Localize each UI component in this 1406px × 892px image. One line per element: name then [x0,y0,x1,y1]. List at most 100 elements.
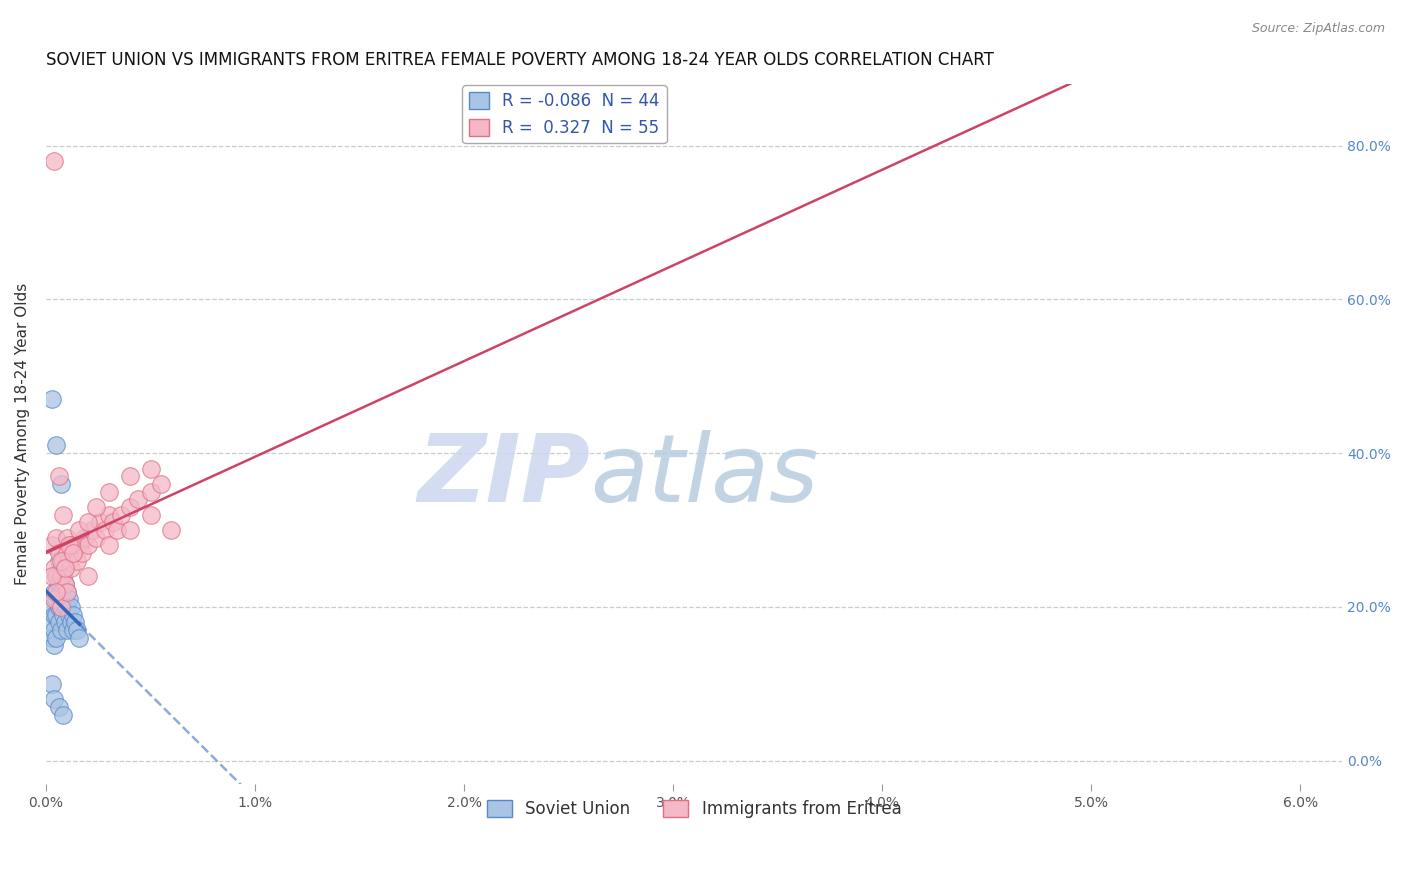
Point [45,584,67,599]
Text: Source: ZipAtlas.com: Source: ZipAtlas.com [1251,22,1385,36]
Point [60,561,83,575]
Point [41,677,63,691]
Point [60,615,83,630]
Text: SOVIET UNION VS IMMIGRANTS FROM ERITREA FEMALE POVERTY AMONG 18-24 YEAR OLDS COR: SOVIET UNION VS IMMIGRANTS FROM ERITREA … [46,51,994,69]
Point [41,392,63,407]
Point [67,538,90,552]
Point [44,584,66,599]
Point [66,554,89,568]
Point [41,631,63,645]
Point [62,607,84,622]
Point [101,516,124,530]
Point [52,508,75,522]
Point [48,546,70,560]
Point [53,561,76,575]
Point [41,615,63,630]
Point [48,699,70,714]
Point [53,577,76,591]
Point [56,599,79,614]
Point [41,569,63,583]
Point [48,599,70,614]
Point [118,523,141,537]
Point [72,531,94,545]
Point [49,569,72,583]
Legend: Soviet Union, Immigrants from Eritrea: Soviet Union, Immigrants from Eritrea [479,793,908,824]
Point [65,615,87,630]
Point [56,584,79,599]
Point [58,607,80,622]
Point [45,438,67,452]
Point [97,538,120,552]
Point [67,631,90,645]
Point [66,623,89,637]
Point [48,615,70,630]
Point [160,523,183,537]
Point [93,523,115,537]
Point [49,599,72,614]
Text: ZIP: ZIP [418,430,591,522]
Point [45,531,67,545]
Point [49,476,72,491]
Point [53,615,76,630]
Point [76,538,98,552]
Point [49,554,72,568]
Point [97,484,120,499]
Point [41,538,63,552]
Point [76,569,98,583]
Point [45,631,67,645]
Y-axis label: Female Poverty Among 18-24 Year Olds: Female Poverty Among 18-24 Year Olds [15,283,30,585]
Point [49,561,72,575]
Point [62,546,84,560]
Point [60,538,83,552]
Point [58,554,80,568]
Point [52,554,75,568]
Point [53,577,76,591]
Point [52,607,75,622]
Point [56,546,79,560]
Point [44,692,66,706]
Point [105,523,128,537]
Point [53,599,76,614]
Point [41,599,63,614]
Point [48,577,70,591]
Point [149,476,172,491]
Point [44,623,66,637]
Point [60,599,83,614]
Point [56,623,79,637]
Point [44,638,66,652]
Point [97,508,120,522]
Point [89,516,111,530]
Text: atlas: atlas [591,431,818,522]
Point [127,492,149,507]
Point [58,592,80,607]
Point [62,623,84,637]
Point [139,461,162,475]
Point [52,707,75,722]
Point [65,538,87,552]
Point [84,531,107,545]
Point [76,516,98,530]
Point [80,523,103,537]
Point [44,561,66,575]
Point [45,569,67,583]
Point [49,623,72,637]
Point [56,531,79,545]
Point [67,523,90,537]
Point [52,569,75,583]
Point [44,607,66,622]
Point [62,546,84,560]
Point [44,592,66,607]
Point [44,153,66,168]
Point [70,546,93,560]
Point [58,538,80,552]
Point [49,584,72,599]
Point [52,592,75,607]
Point [45,569,67,583]
Point [48,469,70,483]
Point [139,484,162,499]
Point [45,607,67,622]
Point [139,508,162,522]
Point [45,592,67,607]
Point [84,500,107,514]
Point [49,599,72,614]
